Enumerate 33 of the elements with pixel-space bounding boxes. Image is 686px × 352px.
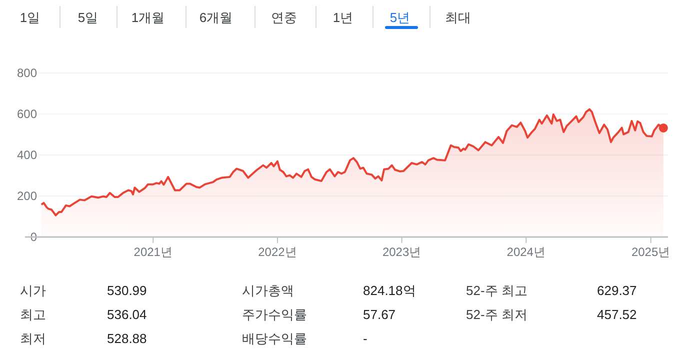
text: 1일 bbox=[20, 10, 40, 25]
text: - bbox=[363, 331, 368, 346]
text: 5일 bbox=[78, 10, 98, 25]
text: 시가총액 bbox=[242, 283, 294, 298]
y-tick-label: 400 bbox=[16, 148, 38, 162]
text: 주가수익률 bbox=[242, 307, 307, 322]
text: 1년 bbox=[332, 10, 354, 25]
text: 52-주 최고 bbox=[466, 283, 528, 298]
x-tick-label: 2023년 bbox=[382, 245, 422, 259]
text: 최저 bbox=[20, 331, 46, 346]
text: 824.18억 bbox=[363, 283, 416, 298]
text: 1개월 bbox=[131, 10, 165, 25]
y-tick-label: 800 bbox=[16, 66, 38, 80]
x-tick-label: 2021년 bbox=[134, 245, 172, 259]
text: 배당수익률 bbox=[242, 331, 307, 346]
y-tick-label: 600 bbox=[16, 107, 38, 122]
y-tick-label: 200 bbox=[16, 189, 38, 204]
text: 629.37 bbox=[597, 283, 637, 298]
text: 528.88 bbox=[107, 331, 147, 346]
text: 6개월 bbox=[199, 10, 233, 25]
text: 52-주 최저 bbox=[466, 307, 528, 322]
text: 536.04 bbox=[107, 307, 147, 322]
text: 최고 bbox=[20, 307, 46, 322]
text: 457.52 bbox=[597, 307, 637, 322]
text: 최대 bbox=[445, 10, 471, 25]
x-tick-label: 2025년 bbox=[631, 245, 670, 259]
text: 530.99 bbox=[107, 283, 147, 298]
text: 5년 bbox=[390, 10, 410, 25]
text: 연중 bbox=[271, 10, 297, 25]
text: 57.67 bbox=[363, 307, 396, 322]
text: 시가 bbox=[20, 283, 46, 298]
x-tick-label: 2022년 bbox=[258, 245, 297, 259]
x-tick-label: 2024년 bbox=[506, 245, 546, 259]
